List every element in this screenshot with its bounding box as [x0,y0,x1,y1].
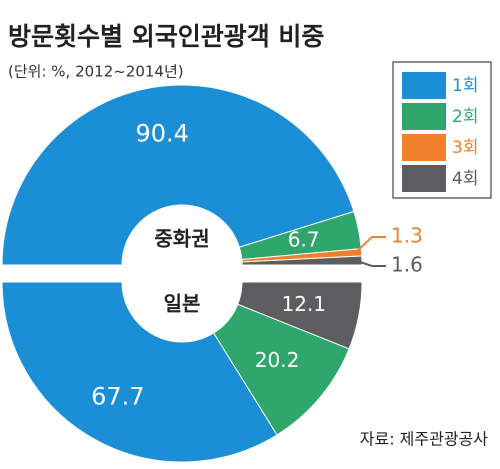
value-label: 20.2 [255,348,300,372]
value-label: 6.7 [288,227,320,251]
legend-swatch [402,165,446,192]
donut-label: 중화권 [154,227,209,251]
chart-title: 방문횟수별 외국인관광객 비중 [8,22,324,51]
slice [1,84,355,266]
legend-swatch [402,72,446,99]
leader-line [354,236,386,254]
value-label: 67.7 [91,382,144,410]
legend-swatch [402,103,446,130]
legend: 1회 2회 3회 4회 [402,72,478,192]
slice [212,303,350,436]
source: 자료: 제주관광공사 [360,430,489,449]
slice [237,281,363,350]
legend-swatch [402,134,446,161]
slice [241,255,363,266]
value-label: 12.1 [282,292,327,316]
value-label: 1.6 [391,253,423,277]
value-label: 1.3 [391,224,423,248]
charts: 90.4 6.7 1.3 1.6 중화권 67.7 20.2 12.1 일본 [1,84,423,463]
legend-label: 4회 [452,169,478,189]
legend-label: 2회 [452,107,478,127]
subtitle: (단위: %, 2012~2014년) [8,63,184,81]
slice [1,281,278,463]
legend-label: 3회 [452,138,478,158]
value-label: 90.4 [135,119,188,147]
donut-label: 일본 [164,292,201,316]
leader-line [355,259,386,267]
legend-label: 1회 [452,76,478,96]
